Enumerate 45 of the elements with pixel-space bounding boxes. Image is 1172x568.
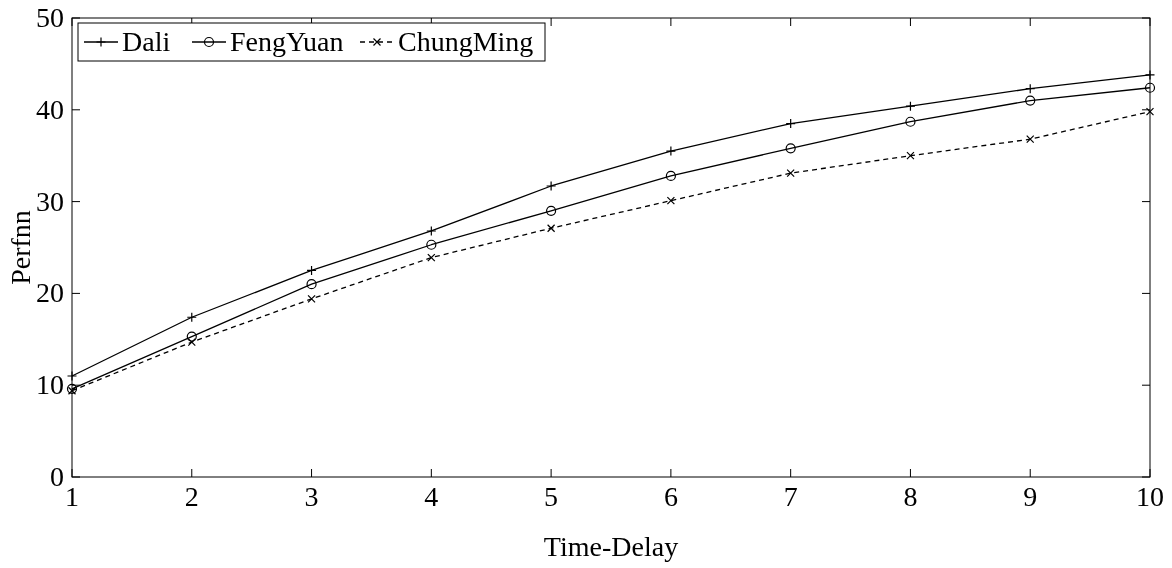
point — [66, 370, 78, 382]
legend-label: ChungMing — [398, 26, 534, 57]
point — [666, 196, 675, 205]
point — [546, 205, 557, 216]
point — [187, 337, 196, 347]
legend-label: Dali — [122, 26, 171, 57]
point — [1026, 135, 1035, 144]
x-tick-label: 5 — [544, 481, 559, 512]
point — [306, 279, 317, 290]
point — [1144, 82, 1156, 93]
point — [426, 225, 437, 237]
point — [906, 151, 915, 160]
x-tick-label: 8 — [903, 481, 918, 512]
y-tick-label: 0 — [50, 461, 64, 492]
x-tick-label: 4 — [424, 481, 439, 512]
x-tick-label: 3 — [304, 481, 319, 512]
x-tick-label: 1 — [65, 481, 79, 512]
x-tick-label: 7 — [783, 481, 798, 512]
point — [905, 116, 916, 127]
y-tick-label: 20 — [36, 277, 64, 309]
x-tick-label: 6 — [663, 481, 678, 512]
point — [905, 101, 916, 112]
point — [665, 146, 676, 157]
point — [1144, 69, 1156, 81]
x-tick-label: 2 — [184, 481, 199, 512]
point — [426, 239, 437, 250]
y-tick-label: 30 — [36, 185, 64, 217]
point — [547, 224, 556, 233]
x-tick-label: 9 — [1023, 481, 1038, 512]
point — [427, 253, 436, 262]
y-tick-label: 10 — [36, 369, 64, 401]
legend-label: FengYuan — [230, 26, 344, 57]
point — [1025, 95, 1036, 106]
y-tick-label: 50 — [36, 2, 64, 33]
y-tick-label: 40 — [36, 93, 64, 125]
point — [186, 331, 197, 342]
point — [786, 169, 795, 178]
x-axis-title: Time-Delay — [543, 531, 679, 562]
y-axis-title: Perfnn — [5, 210, 36, 285]
point — [307, 294, 316, 304]
point — [1145, 107, 1155, 116]
point — [665, 170, 676, 181]
point — [546, 180, 557, 192]
point — [785, 143, 796, 154]
x-tick-label: 10 — [1136, 481, 1164, 512]
